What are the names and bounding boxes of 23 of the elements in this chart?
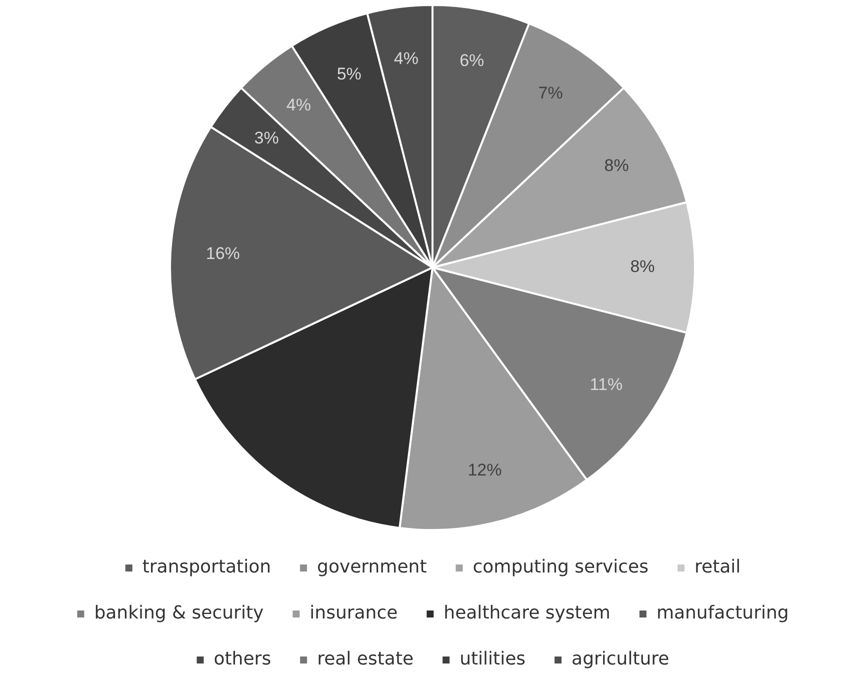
- legend-label: agriculture: [572, 648, 670, 670]
- legend-label: others: [214, 648, 272, 670]
- legend-label: real estate: [317, 648, 414, 670]
- data-label: 6%: [460, 50, 484, 70]
- data-label: 3%: [254, 128, 279, 148]
- legend-label: transportation: [142, 556, 272, 578]
- data-label: 8%: [604, 156, 629, 176]
- data-label: 16%: [206, 244, 240, 263]
- legend-label: utilities: [460, 648, 526, 670]
- data-label: 8%: [630, 257, 655, 276]
- legend-label: retail: [694, 556, 741, 578]
- legend-label: healthcare system: [444, 602, 610, 624]
- data-label: 7%: [538, 84, 563, 102]
- legend-label: computing services: [472, 556, 648, 578]
- legend-label: government: [317, 556, 427, 578]
- legend-label: banking & security: [94, 602, 264, 624]
- data-label: 4%: [394, 48, 418, 68]
- data-label: 12%: [468, 460, 502, 480]
- data-label: 11%: [590, 375, 623, 394]
- legend-label: manufacturing: [656, 602, 789, 624]
- data-label: 4%: [286, 95, 311, 114]
- legend-label: insurance: [310, 602, 398, 624]
- data-label: 5%: [336, 64, 362, 84]
